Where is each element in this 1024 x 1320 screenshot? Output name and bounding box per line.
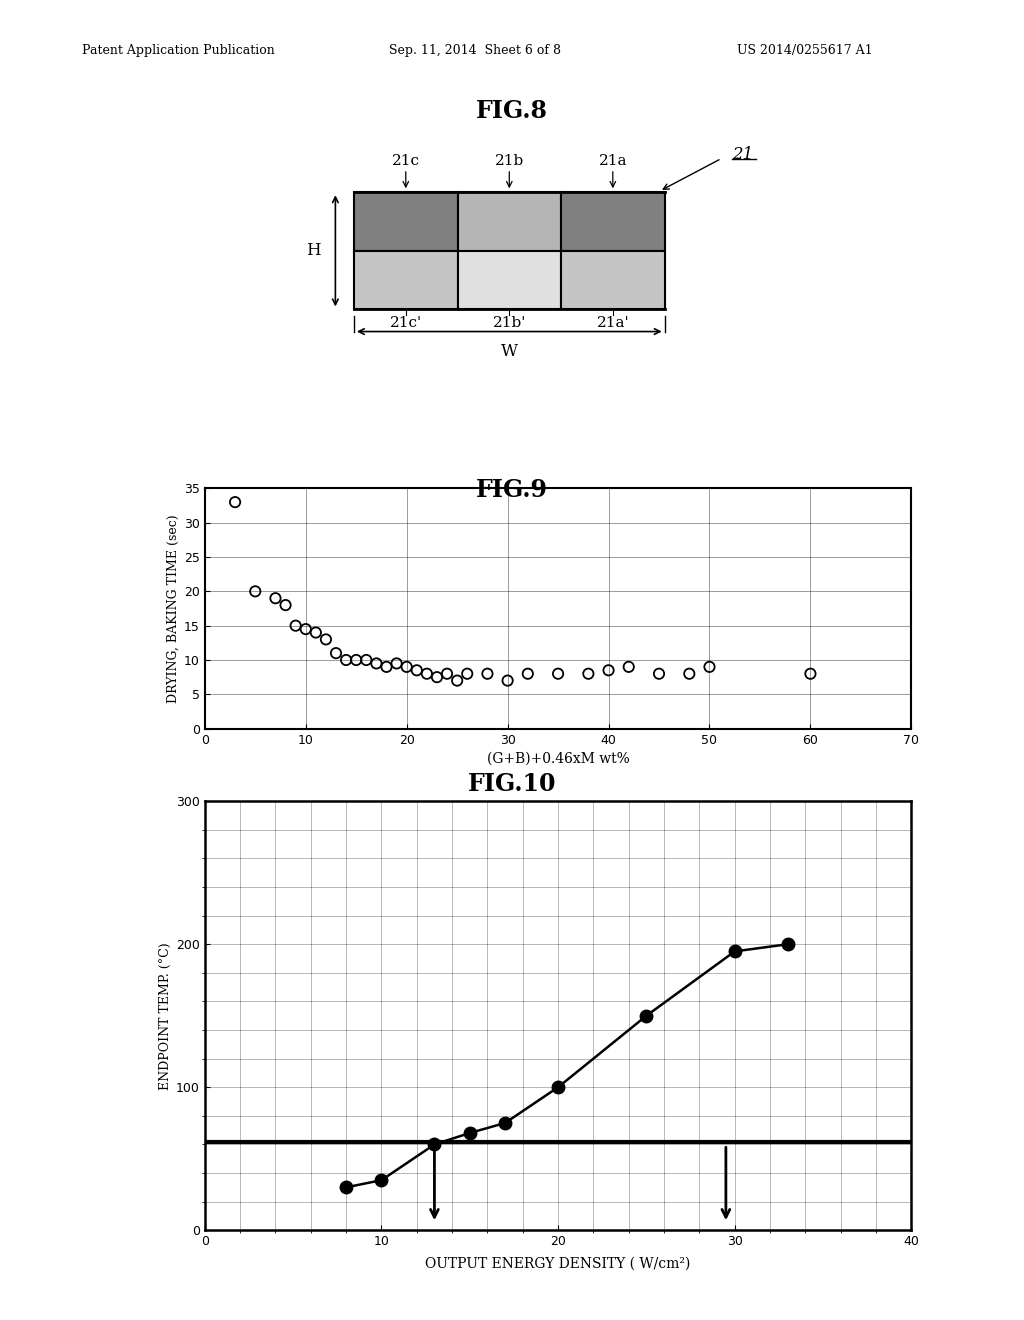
- Text: 21b: 21b: [495, 154, 524, 168]
- Point: [651, 663, 668, 684]
- Point: [449, 671, 465, 692]
- Point: [681, 663, 697, 684]
- Point: [479, 663, 496, 684]
- Point: [298, 619, 314, 640]
- Point: [519, 663, 536, 684]
- Point: [419, 663, 435, 684]
- Text: 21: 21: [732, 145, 753, 162]
- Text: Patent Application Publication: Patent Application Publication: [82, 44, 274, 57]
- Bar: [561, 251, 665, 309]
- Bar: [561, 193, 665, 251]
- Text: 21a: 21a: [599, 154, 627, 168]
- Point: [369, 653, 385, 675]
- Text: 21b': 21b': [493, 317, 526, 330]
- Point: [247, 581, 263, 602]
- Point: [388, 653, 404, 675]
- X-axis label: OUTPUT ENERGY DENSITY ( W/cm²): OUTPUT ENERGY DENSITY ( W/cm²): [425, 1257, 691, 1270]
- Point: [288, 615, 304, 636]
- Point: [600, 660, 616, 681]
- Text: 21c': 21c': [390, 317, 422, 330]
- Point: [398, 656, 415, 677]
- Point: [701, 656, 718, 677]
- Point: [459, 663, 475, 684]
- Point: [267, 587, 284, 609]
- Bar: [354, 193, 458, 251]
- Text: H: H: [306, 243, 321, 259]
- Text: FIG.8: FIG.8: [476, 99, 548, 123]
- Y-axis label: DRYING, BAKING TIME (sec): DRYING, BAKING TIME (sec): [167, 515, 180, 702]
- Point: [317, 628, 334, 649]
- Point: [358, 649, 375, 671]
- Bar: [458, 193, 561, 251]
- Point: [278, 594, 294, 615]
- X-axis label: (G+B)+0.46xM wt%: (G+B)+0.46xM wt%: [486, 752, 630, 766]
- Text: W: W: [501, 343, 518, 360]
- Point: [348, 649, 365, 671]
- Text: 21c: 21c: [392, 154, 420, 168]
- Text: US 2014/0255617 A1: US 2014/0255617 A1: [737, 44, 872, 57]
- Point: [307, 622, 324, 643]
- Point: [409, 660, 425, 681]
- Bar: [458, 251, 561, 309]
- Point: [581, 663, 597, 684]
- Point: [378, 656, 394, 677]
- Text: FIG.9: FIG.9: [476, 478, 548, 502]
- Point: [802, 663, 818, 684]
- Point: [550, 663, 566, 684]
- Point: [621, 656, 637, 677]
- Y-axis label: ENDPOINT TEMP. (°C): ENDPOINT TEMP. (°C): [159, 942, 172, 1089]
- Text: FIG.10: FIG.10: [468, 772, 556, 796]
- Text: 21a': 21a': [597, 317, 629, 330]
- Point: [338, 649, 354, 671]
- Point: [227, 491, 244, 512]
- Bar: [354, 251, 458, 309]
- Point: [500, 671, 516, 692]
- Point: [439, 663, 456, 684]
- Point: [328, 643, 344, 664]
- Text: Sep. 11, 2014  Sheet 6 of 8: Sep. 11, 2014 Sheet 6 of 8: [389, 44, 561, 57]
- Point: [429, 667, 445, 688]
